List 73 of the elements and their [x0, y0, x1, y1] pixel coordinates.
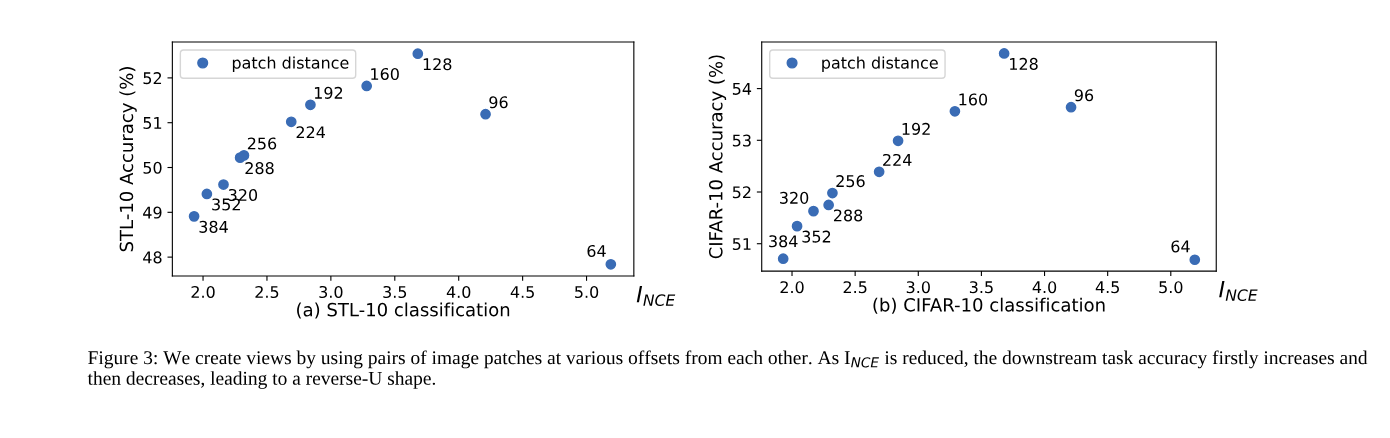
annotation: 256 — [247, 137, 277, 150]
annotation: 192 — [902, 122, 930, 135]
point — [827, 187, 838, 199]
x-tick-label: 5.0 — [575, 285, 599, 299]
point — [892, 135, 904, 147]
point — [285, 116, 297, 128]
point — [777, 253, 789, 265]
text: I$_{NCE}$ — [636, 285, 676, 307]
point — [361, 80, 373, 92]
x-tick-label: 5.0 — [1159, 281, 1183, 294]
point — [873, 166, 885, 178]
y-axis-title: CIFAR-10 Accuracy (%) — [708, 55, 727, 259]
x-tick-label: 4.0 — [1032, 281, 1057, 294]
annotation: 128 — [1010, 57, 1038, 70]
annotation: 160 — [371, 68, 399, 81]
annotation: 224 — [883, 153, 912, 166]
x-tick-label: 4.0 — [446, 285, 471, 299]
annotation: 64 — [1171, 240, 1190, 253]
x-tick-label: 3.5 — [383, 285, 407, 299]
y-tick-label: 52 — [143, 72, 162, 85]
annotation: 192 — [314, 86, 343, 99]
legend-label: patch distance — [232, 56, 349, 72]
y-tick-label: 49 — [143, 206, 162, 219]
x-tick-label: 3.0 — [319, 285, 343, 299]
y-tick-label: 54 — [732, 83, 752, 95]
annotation: 224 — [296, 126, 325, 139]
annotation: 128 — [423, 58, 452, 71]
x-axis-title: (b) CIFAR-10 classification — [873, 297, 1105, 314]
annotation: 96 — [489, 96, 508, 109]
point — [412, 48, 424, 60]
x-tick-label: 3.5 — [969, 281, 993, 294]
y-tick-label: 53 — [732, 134, 751, 147]
text: I$_{NCE}$ — [1219, 280, 1258, 302]
point — [605, 258, 617, 270]
annotation: 288 — [833, 209, 863, 222]
x-tick-label: 4.5 — [510, 286, 534, 299]
point — [998, 48, 1010, 59]
point — [218, 179, 229, 190]
point — [949, 105, 961, 117]
point — [1189, 254, 1201, 266]
x-tick-label: 2.0 — [191, 285, 215, 299]
y-tick-label: 52 — [732, 186, 751, 199]
point — [808, 205, 819, 217]
point — [188, 210, 200, 222]
point — [1065, 101, 1077, 113]
point — [201, 188, 213, 200]
x-tick-label: 2.0 — [780, 281, 804, 294]
legend-label: patch distance — [822, 56, 938, 72]
point — [234, 152, 246, 164]
annotation: 160 — [959, 93, 988, 106]
annotation: 352 — [802, 230, 831, 243]
point — [791, 220, 803, 232]
x-axis-title: (a) STL-10 classification — [297, 302, 510, 319]
y-tick-label: 51 — [732, 238, 751, 251]
x-tick-label: 4.5 — [1095, 281, 1119, 294]
y-tick-label: 51 — [143, 117, 162, 129]
annotation: 96 — [1074, 89, 1094, 102]
x-tick-label: 2.5 — [843, 281, 867, 294]
annotation: 384 — [769, 235, 798, 248]
y-tick-label: 50 — [143, 161, 162, 174]
x-tick-label: 2.5 — [255, 285, 279, 299]
point — [823, 199, 834, 211]
point — [480, 108, 491, 120]
annotation: 256 — [836, 175, 865, 188]
x-tick-label: 3.0 — [906, 281, 930, 294]
annotation: 384 — [199, 220, 228, 233]
annotation: 320 — [780, 191, 809, 204]
annotation: 288 — [245, 162, 274, 175]
y-tick-label: 48 — [143, 251, 162, 264]
y-axis-title: STL-10 Accuracy (%) — [119, 67, 137, 252]
point — [305, 99, 316, 111]
text: Figure 3: We create views by using pairs of image patches at various offsets from each other. As I$_{NCE}$ is reduced, the downstream task accuracy firstly increases and then decreases, leading to a reverse-U shape. — [87, 350, 1368, 389]
annotation: 64 — [587, 244, 606, 258]
